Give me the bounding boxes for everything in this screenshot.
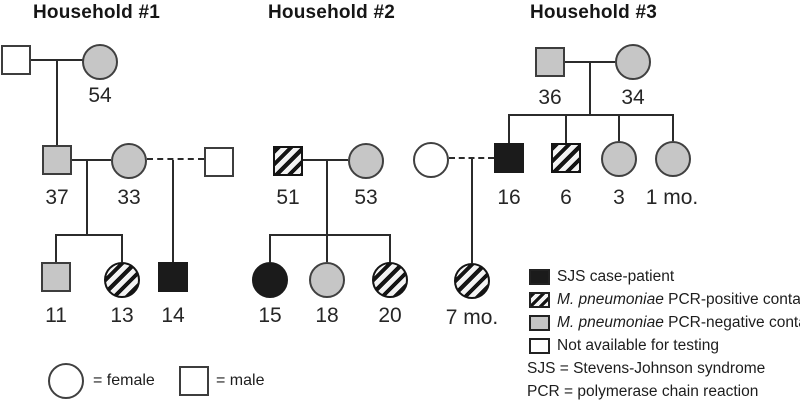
pcr-negative-swatch-icon (529, 315, 550, 331)
legend-row-sjs: SJS case-patient (529, 268, 674, 286)
h1-child1-drop-line (55, 235, 57, 262)
h2-descent-line (326, 160, 328, 262)
h1-father-symbol (42, 145, 72, 175)
h1-mother-symbol (111, 143, 147, 179)
h1-child1-age: 11 (45, 304, 67, 327)
h1-child3-drop-line (172, 160, 174, 262)
h1-descent-line-gen2 (86, 161, 88, 236)
h3-grandmother-symbol (615, 44, 651, 80)
h1-grandfather-symbol (1, 45, 31, 75)
h1-child3-symbol (158, 262, 188, 292)
h3-sibling1-age: 16 (497, 186, 521, 209)
h3-sibling3-symbol (601, 141, 637, 177)
h1-child2-drop-line (121, 235, 123, 262)
h2-father-age: 51 (276, 186, 300, 209)
h3-grandfather-age: 36 (538, 86, 562, 109)
h2-child1-age: 15 (258, 304, 282, 327)
household2-title: Household #2 (268, 2, 395, 23)
legend-label-pcr-positive: M. pneumoniae PCR-positive contact (557, 291, 800, 308)
h3-child-drop-line (471, 158, 473, 263)
h1-sibling-line (55, 234, 123, 236)
h1-descent-line-gen1 (56, 60, 58, 145)
legend-row-not-available: Not available for testing (529, 337, 719, 355)
h2-father-symbol (273, 146, 303, 176)
legend-row-pcr-negative: M. pneumoniae PCR-negative contact (529, 314, 800, 332)
h3-sibling3-drop-line (618, 115, 620, 141)
male-legend-label: = male (216, 372, 265, 389)
h1-child2-age: 13 (110, 304, 134, 327)
h3-sibling2-drop-line (565, 115, 567, 143)
legend-label-pcr-negative: M. pneumoniae PCR-negative contact (557, 314, 800, 331)
h1-child1-symbol (41, 262, 71, 292)
h3-grandmother-age: 34 (621, 86, 645, 109)
h2-child3-drop-line (389, 235, 391, 262)
h3-sibling2-age: 6 (560, 186, 572, 209)
h2-child2-symbol (309, 262, 345, 298)
h1-grandmother-symbol (82, 44, 118, 80)
h3-sibling3-age: 3 (613, 186, 625, 209)
h1-dashed-union-line (147, 158, 204, 160)
legend-note-sjs: SJS = Stevens-Johnson syndrome (527, 360, 766, 377)
h1-child2-symbol (104, 262, 140, 298)
legend-note-pcr: PCR = polymerase chain reaction (527, 383, 759, 400)
h2-mother-age: 53 (354, 186, 378, 209)
h1-second-partner-symbol (204, 147, 234, 177)
pcr-positive-swatch-icon (529, 292, 550, 308)
h1-union-line-gen2 (71, 159, 111, 161)
household3-title: Household #3 (530, 2, 657, 23)
h1-grandmother-age: 54 (88, 84, 112, 107)
legend-row-pcr-positive: M. pneumoniae PCR-positive contact (529, 291, 800, 309)
h2-child1-symbol (252, 262, 288, 298)
legend-label-sjs: SJS case-patient (557, 268, 675, 285)
h3-descent-line-gen1 (589, 62, 591, 115)
h3-partner-symbol (413, 142, 449, 178)
h3-sibling4-age: 1 mo. (645, 186, 699, 209)
h2-sibling-line (269, 234, 391, 236)
h2-child1-drop-line (269, 235, 271, 262)
h3-sibling1-drop-line (508, 115, 510, 143)
female-legend-label: = female (93, 372, 155, 389)
h2-child2-age: 18 (315, 304, 339, 327)
h2-mother-symbol (348, 143, 384, 179)
sjs-case-swatch-icon (529, 269, 550, 285)
h1-father-age: 37 (45, 186, 69, 209)
h3-child1-symbol (454, 263, 490, 299)
male-symbol-icon (179, 366, 209, 396)
h3-sibling4-drop-line (672, 115, 674, 141)
h3-child1-age: 7 mo. (445, 306, 499, 329)
h3-sibling4-symbol (655, 141, 691, 177)
h3-grandfather-symbol (535, 47, 565, 77)
h3-sibling1-symbol (494, 143, 524, 173)
legend-label-not-available: Not available for testing (557, 337, 719, 354)
h1-child3-age: 14 (161, 304, 185, 327)
h3-sibling-line (508, 114, 674, 116)
not-available-swatch-icon (529, 338, 550, 354)
female-symbol-icon (48, 363, 84, 399)
h2-union-line (302, 159, 348, 161)
household1-title: Household #1 (33, 2, 160, 23)
h2-child3-symbol (372, 262, 408, 298)
h3-sibling2-symbol (551, 143, 581, 173)
h2-child3-age: 20 (378, 304, 402, 327)
h1-mother-age: 33 (117, 186, 141, 209)
